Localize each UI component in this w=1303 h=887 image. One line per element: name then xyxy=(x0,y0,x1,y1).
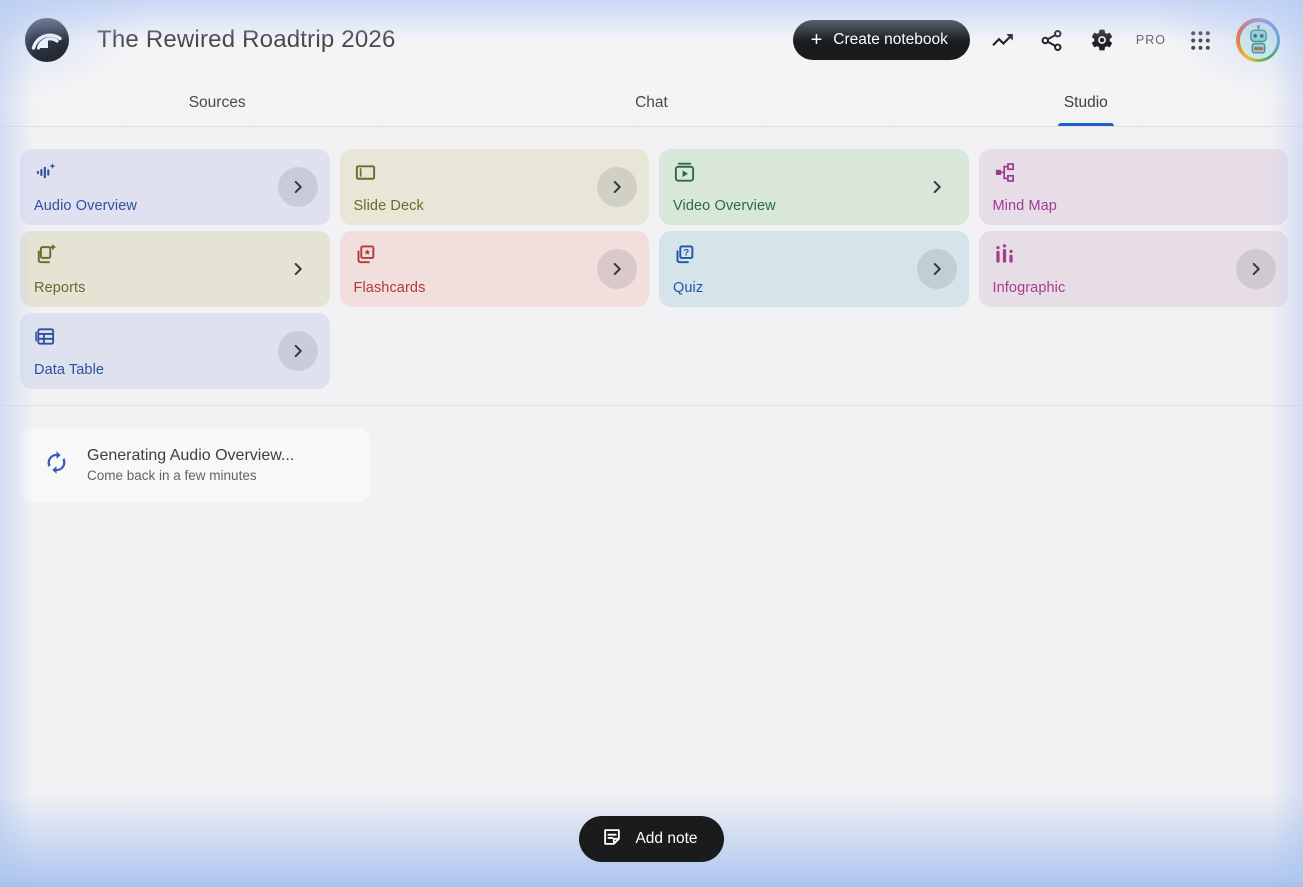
settings-gear-icon[interactable] xyxy=(1084,22,1120,58)
studio-card-infographic[interactable]: Infographic xyxy=(978,231,1288,307)
chevron-right-icon[interactable] xyxy=(597,167,637,207)
studio-card-reports[interactable]: Reports xyxy=(20,231,330,307)
studio-card-flashcards[interactable]: Flashcards xyxy=(339,231,649,307)
apps-grid-icon[interactable] xyxy=(1182,22,1218,58)
bar-chart-dots-icon xyxy=(993,243,1016,266)
tab-sources[interactable]: Sources xyxy=(0,80,434,126)
sync-icon xyxy=(43,449,70,481)
studio-cards-grid: Audio Overview Slide Deck xyxy=(0,127,1303,389)
card-star-icon xyxy=(354,243,377,266)
trending-up-icon[interactable] xyxy=(984,22,1020,58)
chevron-right-icon[interactable] xyxy=(278,249,318,289)
avatar[interactable] xyxy=(1236,18,1280,62)
pro-badge: PRO xyxy=(1135,33,1166,47)
studio-panel: Audio Overview Slide Deck xyxy=(0,127,1303,887)
tab-studio-label: Studio xyxy=(1063,94,1108,111)
card-label: Infographic xyxy=(992,280,1066,296)
svg-text:?: ? xyxy=(683,248,689,259)
card-label: Flashcards xyxy=(353,280,426,296)
table-icon xyxy=(34,325,57,348)
generating-subtitle: Come back in a few minutes xyxy=(87,468,257,483)
chevron-right-icon[interactable] xyxy=(277,331,318,371)
tab-chat[interactable]: Chat xyxy=(434,80,868,126)
node-graph-icon xyxy=(993,161,1016,184)
note-stack-add-icon xyxy=(34,243,57,266)
studio-card-mind-map[interactable]: Mind Map xyxy=(978,149,1288,225)
section-divider xyxy=(0,405,1303,406)
audio-waveform-sparkle-icon xyxy=(34,161,57,184)
create-notebook-button[interactable]: + Create notebook xyxy=(792,20,970,60)
studio-card-data-table[interactable]: Data Table xyxy=(20,313,330,389)
studio-card-slide-deck[interactable]: Slide Deck xyxy=(339,149,649,225)
video-play-icon xyxy=(673,161,696,184)
card-label: Video Overview xyxy=(673,198,776,214)
card-label: Audio Overview xyxy=(34,198,137,214)
create-notebook-label: Create notebook xyxy=(833,31,948,48)
studio-card-audio-overview[interactable]: Audio Overview xyxy=(20,149,330,225)
chevron-right-icon[interactable] xyxy=(597,249,637,289)
card-label: Mind Map xyxy=(992,198,1057,214)
chevron-right-icon[interactable] xyxy=(1236,249,1276,289)
tab-sources-label: Sources xyxy=(188,94,246,111)
plus-icon: + xyxy=(810,29,823,51)
header-actions: + Create notebook PRO xyxy=(792,18,1280,62)
slide-rectangle-icon xyxy=(354,161,377,184)
card-question-icon: ? xyxy=(673,243,696,266)
chevron-right-icon[interactable] xyxy=(916,249,957,289)
studio-card-video-overview[interactable]: Video Overview xyxy=(659,149,969,225)
chevron-right-icon[interactable] xyxy=(277,167,318,207)
studio-card-quiz[interactable]: ? Quiz xyxy=(659,231,969,307)
notebook-title[interactable]: The Rewired Roadtrip 2026 xyxy=(97,26,396,53)
generating-status-card[interactable]: Generating Audio Overview... Come back i… xyxy=(20,428,370,502)
tab-chat-label: Chat xyxy=(635,94,668,111)
notebooklm-logo[interactable] xyxy=(25,18,69,62)
card-label: Slide Deck xyxy=(353,198,424,214)
share-icon[interactable] xyxy=(1034,22,1070,58)
chevron-right-icon[interactable] xyxy=(917,167,957,207)
avatar-robot-image xyxy=(1239,21,1277,59)
tab-studio[interactable]: Studio xyxy=(869,80,1303,126)
note-icon xyxy=(601,826,623,853)
add-note-button[interactable]: Add note xyxy=(579,816,724,862)
app-header: The Rewired Roadtrip 2026 + Create noteb… xyxy=(0,0,1303,80)
card-label: Data Table xyxy=(34,362,105,378)
generating-title: Generating Audio Overview... xyxy=(87,447,295,464)
tab-bar: Sources Chat Studio xyxy=(0,80,1303,127)
card-label: Quiz xyxy=(673,280,704,296)
add-note-label: Add note xyxy=(635,830,698,847)
add-note-row: Add note xyxy=(0,816,1303,887)
card-label: Reports xyxy=(34,280,86,296)
